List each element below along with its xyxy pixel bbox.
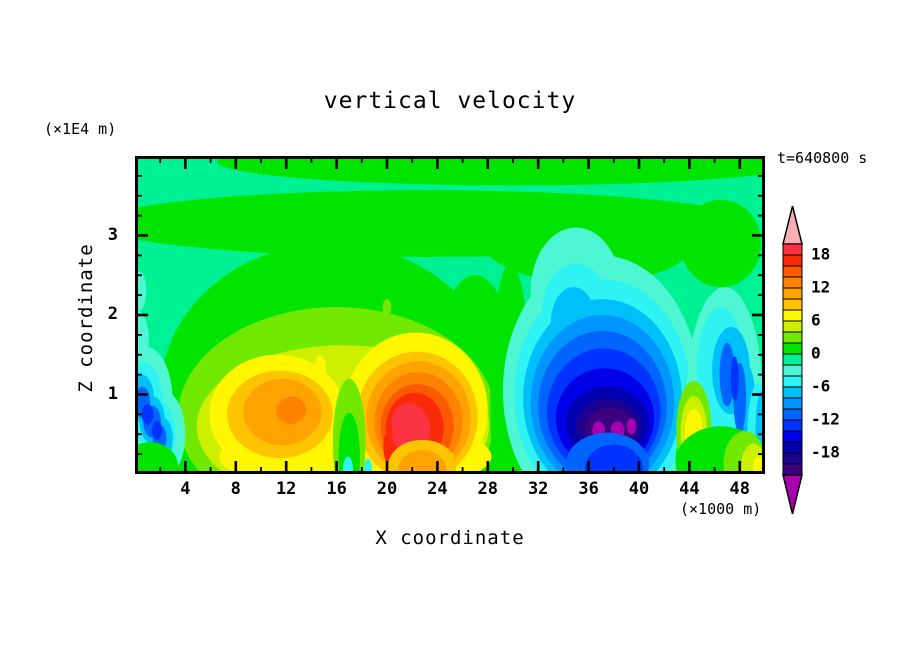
contour-region (216, 156, 765, 186)
contour-region (719, 342, 735, 407)
contour-region (314, 355, 326, 381)
contour-region (753, 456, 765, 474)
x-tick-label: 48 (729, 479, 751, 499)
contour-region (584, 444, 643, 474)
z-tick-label: 1 (107, 383, 118, 404)
contour-region (276, 396, 307, 424)
x-tick-label: 28 (477, 479, 499, 499)
contour-region (152, 420, 163, 440)
plot-frame (135, 156, 765, 474)
colorbar-tick-label: -18 (811, 443, 840, 462)
colorbar-segment (782, 276, 803, 289)
contour-region (342, 456, 353, 474)
z-tick-label: 3 (107, 224, 118, 245)
contour-region (730, 356, 739, 401)
colorbar-tick-label: -6 (811, 377, 830, 396)
z-axis-tick-labels: 1 2 3 (90, 156, 118, 474)
contour-region (398, 450, 447, 474)
colorbar-tick-label: -12 (811, 410, 840, 429)
colorbar-segment (782, 364, 803, 377)
x-tick-label: 4 (180, 479, 191, 499)
colorbar-tick-label: 0 (811, 344, 821, 363)
x-tick-label: 16 (326, 479, 347, 499)
contour-region (338, 412, 360, 474)
colorbar-segment (782, 254, 803, 267)
colorbar-tick-label: 12 (811, 278, 830, 297)
z-tick-label: 2 (107, 304, 118, 324)
x-tick-label: 40 (628, 479, 650, 499)
colorbar-segment (782, 452, 803, 465)
colorbar-segment (782, 309, 803, 322)
x-tick-label: 24 (427, 479, 448, 499)
x-tick-label: 20 (376, 479, 398, 499)
contour-plot (135, 156, 765, 474)
x-tick-label: 8 (230, 479, 241, 499)
contour-region (626, 418, 637, 435)
colorbar-segment (782, 331, 803, 344)
colorbar-segment (782, 265, 803, 278)
contour-region (141, 404, 154, 425)
colorbar-segment (782, 287, 803, 300)
colorbar-segment (782, 298, 803, 311)
colorbar-segment (782, 342, 803, 355)
colorbar-segment (782, 441, 803, 454)
colorbar-segment (782, 243, 803, 256)
colorbar-segment (782, 320, 803, 333)
colorbar-segment (782, 386, 803, 399)
x-axis-title: X coordinate (375, 527, 525, 549)
contour-region (364, 458, 373, 474)
contour-region (135, 442, 178, 474)
colorbar-segment (782, 353, 803, 366)
z-axis-title: Z coordinate (75, 243, 97, 393)
chart-title: vertical velocity (323, 88, 577, 114)
colorbar-over-arrow (782, 205, 803, 245)
z-axis-unit-label: (×1E4 m) (44, 120, 117, 138)
x-tick-label: 32 (527, 479, 549, 499)
colorbar-tick-label: 6 (811, 311, 821, 330)
timestamp-label: t=640800 s (777, 149, 868, 167)
colorbar-segment (782, 430, 803, 443)
x-axis-tick-labels: 4 8 12 16 20 24 28 32 36 40 44 48 (135, 479, 765, 501)
colorbar-under-arrow (782, 474, 803, 515)
colorbar-segment (782, 419, 803, 432)
colorbar-segment (782, 375, 803, 388)
colorbar-tick-label: 18 (811, 245, 830, 264)
contour-region (680, 199, 762, 288)
colorbar-segment (782, 463, 803, 476)
x-tick-label: 36 (578, 479, 599, 499)
colorbar: 18 12 6 0 -6 -12 -18 (782, 205, 840, 515)
x-tick-label: 44 (679, 479, 700, 499)
x-axis-unit-label: (×1000 m) (680, 500, 762, 518)
colorbar-segment (782, 408, 803, 421)
colorbar-segment (782, 397, 803, 410)
contour-field (135, 156, 765, 474)
contour-region (135, 311, 149, 367)
contour-region (382, 299, 392, 315)
x-tick-label: 12 (275, 479, 297, 499)
